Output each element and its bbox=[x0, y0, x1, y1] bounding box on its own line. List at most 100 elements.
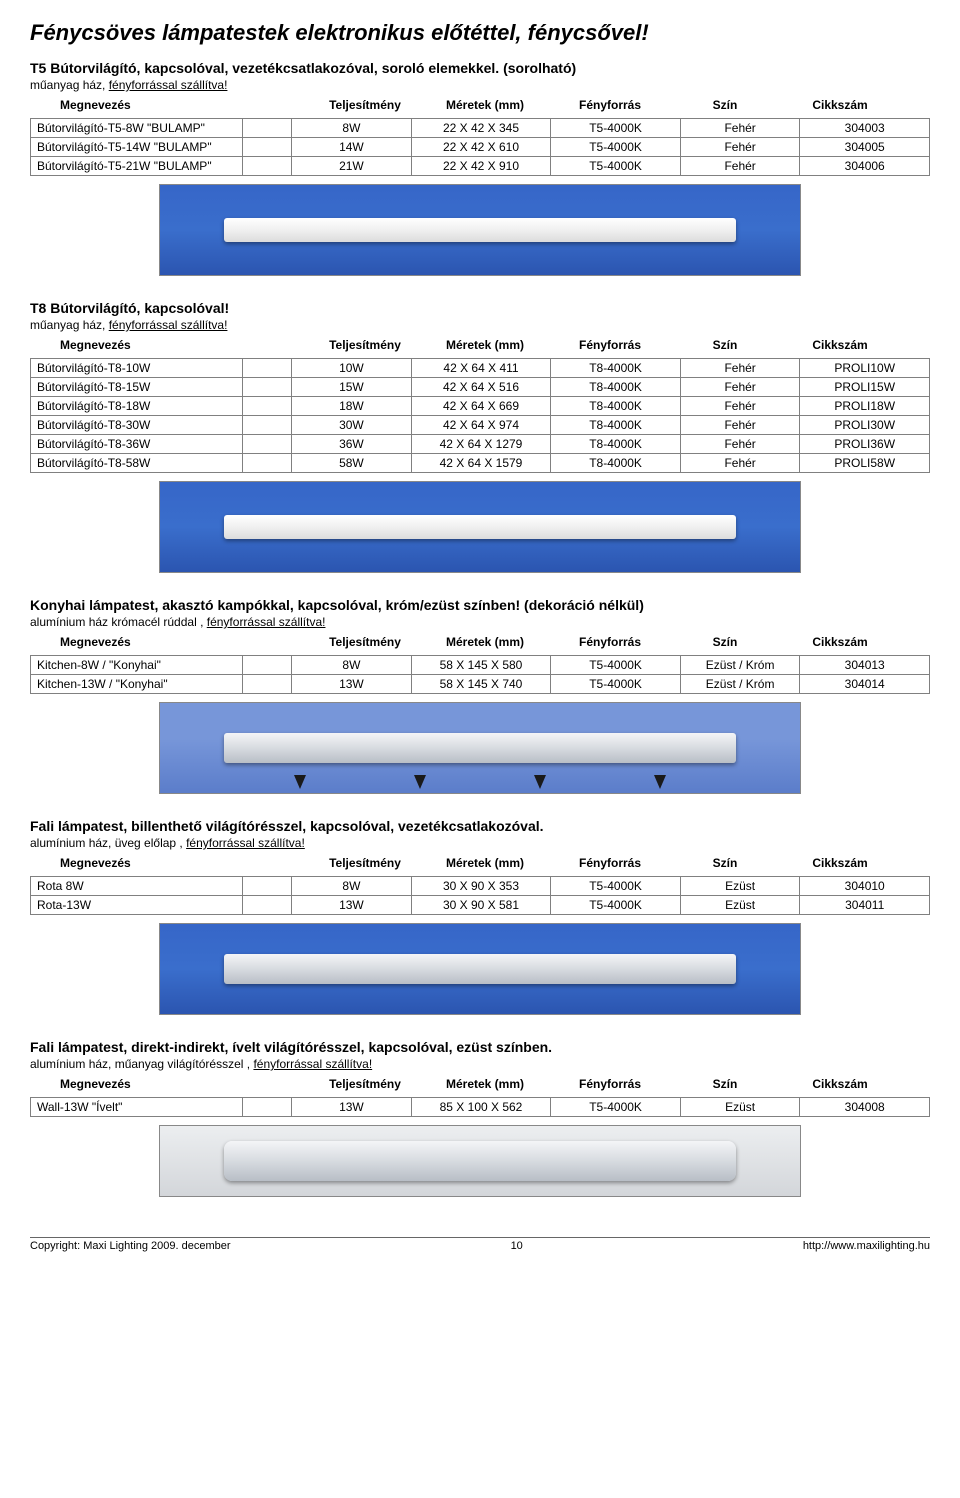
cell-blank bbox=[242, 157, 291, 176]
footer-url: http://www.maxilighting.hu bbox=[803, 1240, 930, 1252]
column-headers: Megnevezés Teljesítmény Méretek (mm) Fén… bbox=[30, 631, 930, 655]
cell-dims: 42 X 64 X 516 bbox=[411, 378, 551, 397]
cell-name: Bútorvilágító-T5-14W "BULAMP" bbox=[31, 138, 243, 157]
cell-power: 30W bbox=[292, 416, 412, 435]
cell-color: Ezüst bbox=[680, 1098, 800, 1117]
cell-color: Fehér bbox=[680, 378, 800, 397]
table-row: Wall-13W "Ívelt"13W85 X 100 X 562T5-4000… bbox=[31, 1098, 930, 1117]
hook-icon bbox=[534, 775, 546, 789]
cell-code: PROLI18W bbox=[800, 397, 930, 416]
hdr-source: Fényforrás bbox=[550, 98, 670, 112]
hdr-source: Fényforrás bbox=[550, 856, 670, 870]
hdr-name: Megnevezés bbox=[60, 856, 310, 870]
hdr-color: Szín bbox=[670, 1077, 780, 1091]
sec4-sub-a: alumínium ház, üveg előlap , bbox=[30, 836, 186, 850]
sec3-sub-a: alumínium ház krómacél rúddal , bbox=[30, 615, 207, 629]
cell-dims: 30 X 90 X 353 bbox=[411, 877, 551, 896]
cell-power: 58W bbox=[292, 454, 412, 473]
sec4-sub-b: fényforrással szállítva! bbox=[186, 836, 305, 850]
cell-source: T5-4000K bbox=[551, 1098, 681, 1117]
hdr-name: Megnevezés bbox=[60, 635, 310, 649]
column-headers: Megnevezés Teljesítmény Méretek (mm) Fén… bbox=[30, 1073, 930, 1097]
sec3-title: Konyhai lámpatest, akasztó kampókkal, ka… bbox=[30, 597, 930, 613]
cell-source: T8-4000K bbox=[551, 435, 681, 454]
table-row: Bútorvilágító-T8-15W15W42 X 64 X 516T8-4… bbox=[31, 378, 930, 397]
cell-color: Ezüst / Króm bbox=[680, 656, 800, 675]
cell-code: PROLI36W bbox=[800, 435, 930, 454]
table-sec3: Kitchen-8W / "Konyhai"8W58 X 145 X 580T5… bbox=[30, 655, 930, 694]
cell-source: T8-4000K bbox=[551, 378, 681, 397]
cell-power: 36W bbox=[292, 435, 412, 454]
cell-name: Bútorvilágító-T8-30W bbox=[31, 416, 243, 435]
cell-name: Kitchen-13W / "Konyhai" bbox=[31, 675, 243, 694]
cell-power: 8W bbox=[292, 119, 412, 138]
hdr-power: Teljesítmény bbox=[310, 856, 420, 870]
cell-name: Rota-13W bbox=[31, 896, 243, 915]
cell-code: PROLI30W bbox=[800, 416, 930, 435]
lamp-graphic bbox=[224, 1141, 736, 1181]
cell-source: T8-4000K bbox=[551, 359, 681, 378]
table-row: Bútorvilágító-T5-21W "BULAMP"21W22 X 42 … bbox=[31, 157, 930, 176]
product-image-sec5 bbox=[159, 1125, 801, 1197]
cell-code: 304006 bbox=[800, 157, 930, 176]
cell-color: Fehér bbox=[680, 359, 800, 378]
cell-color: Ezüst bbox=[680, 896, 800, 915]
table-row: Bútorvilágító-T8-18W18W42 X 64 X 669T8-4… bbox=[31, 397, 930, 416]
cell-name: Rota 8W bbox=[31, 877, 243, 896]
hook-icon bbox=[294, 775, 306, 789]
lamp-graphic bbox=[224, 515, 736, 539]
cell-source: T5-4000K bbox=[551, 675, 681, 694]
cell-blank bbox=[242, 1098, 291, 1117]
cell-source: T5-4000K bbox=[551, 896, 681, 915]
footer-copyright: Copyright: Maxi Lighting 2009. december bbox=[30, 1240, 231, 1252]
hdr-source: Fényforrás bbox=[550, 1077, 670, 1091]
cell-color: Ezüst / Króm bbox=[680, 675, 800, 694]
table-row: Bútorvilágító-T8-10W10W42 X 64 X 411T8-4… bbox=[31, 359, 930, 378]
cell-color: Fehér bbox=[680, 119, 800, 138]
cell-color: Fehér bbox=[680, 157, 800, 176]
hdr-name: Megnevezés bbox=[60, 338, 310, 352]
cell-dims: 30 X 90 X 581 bbox=[411, 896, 551, 915]
table-sec4: Rota 8W8W30 X 90 X 353T5-4000KEzüst30401… bbox=[30, 876, 930, 915]
table-row: Bútorvilágító-T8-36W36W42 X 64 X 1279T8-… bbox=[31, 435, 930, 454]
cell-power: 21W bbox=[292, 157, 412, 176]
cell-source: T5-4000K bbox=[551, 119, 681, 138]
hdr-dims: Méretek (mm) bbox=[420, 856, 550, 870]
cell-power: 8W bbox=[292, 877, 412, 896]
cell-power: 13W bbox=[292, 896, 412, 915]
cell-dims: 42 X 64 X 974 bbox=[411, 416, 551, 435]
hdr-name: Megnevezés bbox=[60, 1077, 310, 1091]
hdr-power: Teljesítmény bbox=[310, 635, 420, 649]
cell-source: T8-4000K bbox=[551, 416, 681, 435]
sec3-sub: alumínium ház krómacél rúddal , fényforr… bbox=[30, 615, 930, 629]
table-row: Bútorvilágító-T5-8W "BULAMP"8W22 X 42 X … bbox=[31, 119, 930, 138]
sec2-title: T8 Bútorvilágító, kapcsolóval! bbox=[30, 300, 930, 316]
cell-blank bbox=[242, 138, 291, 157]
sec5-title: Fali lámpatest, direkt-indirekt, ívelt v… bbox=[30, 1039, 930, 1055]
cell-name: Bútorvilágító-T5-8W "BULAMP" bbox=[31, 119, 243, 138]
cell-dims: 22 X 42 X 910 bbox=[411, 157, 551, 176]
cell-dims: 42 X 64 X 411 bbox=[411, 359, 551, 378]
hooks-graphic bbox=[160, 775, 800, 789]
cell-source: T8-4000K bbox=[551, 397, 681, 416]
cell-name: Wall-13W "Ívelt" bbox=[31, 1098, 243, 1117]
cell-blank bbox=[242, 656, 291, 675]
sec1-sub-a: műanyag ház, bbox=[30, 78, 109, 92]
cell-blank bbox=[242, 359, 291, 378]
hdr-source: Fényforrás bbox=[550, 635, 670, 649]
footer-page-number: 10 bbox=[511, 1240, 523, 1252]
cell-code: 304003 bbox=[800, 119, 930, 138]
column-headers: Megnevezés Teljesítmény Méretek (mm) Fén… bbox=[30, 852, 930, 876]
cell-dims: 22 X 42 X 610 bbox=[411, 138, 551, 157]
cell-color: Fehér bbox=[680, 138, 800, 157]
cell-color: Fehér bbox=[680, 454, 800, 473]
cell-dims: 42 X 64 X 669 bbox=[411, 397, 551, 416]
hdr-dims: Méretek (mm) bbox=[420, 338, 550, 352]
cell-blank bbox=[242, 675, 291, 694]
sec5-sub: alumínium ház, műanyag világítórésszel ,… bbox=[30, 1057, 930, 1071]
cell-blank bbox=[242, 378, 291, 397]
lamp-graphic bbox=[224, 733, 736, 763]
cell-color: Fehér bbox=[680, 435, 800, 454]
cell-dims: 58 X 145 X 580 bbox=[411, 656, 551, 675]
lamp-graphic bbox=[224, 218, 736, 242]
